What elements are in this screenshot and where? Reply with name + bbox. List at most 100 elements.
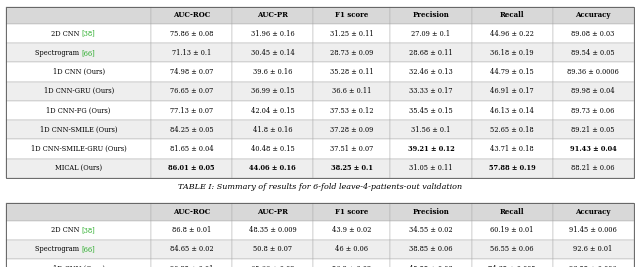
Bar — [6, 82, 151, 101]
Text: 30.45 ± 0.14: 30.45 ± 0.14 — [250, 49, 294, 57]
Bar — [6, 7, 634, 178]
Text: 89.08 ± 0.03: 89.08 ± 0.03 — [572, 30, 615, 38]
Bar — [6, 139, 151, 159]
Text: 91.43 ± 0.04: 91.43 ± 0.04 — [570, 145, 616, 153]
Bar — [151, 120, 232, 139]
Text: 48.35 ± 0.009: 48.35 ± 0.009 — [248, 226, 296, 234]
Bar — [552, 203, 634, 221]
Bar — [313, 139, 390, 159]
Bar — [151, 240, 232, 259]
Text: 43.9 ± 0.02: 43.9 ± 0.02 — [332, 226, 371, 234]
Text: TABLE I: Summary of results for 6-fold leave-4-patients-out validation: TABLE I: Summary of results for 6-fold l… — [178, 183, 462, 191]
Bar — [472, 82, 552, 101]
Text: 91.45 ± 0.006: 91.45 ± 0.006 — [569, 226, 617, 234]
Bar — [6, 203, 634, 267]
Bar — [232, 101, 313, 120]
Bar — [313, 120, 390, 139]
Bar — [313, 7, 390, 24]
Bar — [472, 221, 552, 240]
Bar — [313, 203, 390, 221]
Text: 56.2 ± 0.02: 56.2 ± 0.02 — [332, 265, 371, 267]
Bar — [151, 7, 232, 24]
Text: 42.04 ± 0.15: 42.04 ± 0.15 — [250, 107, 294, 115]
Bar — [390, 7, 472, 24]
Text: 1D CNN-FG (Ours): 1D CNN-FG (Ours) — [47, 107, 111, 115]
Text: 92.6 ± 0.01: 92.6 ± 0.01 — [573, 245, 612, 253]
Text: F1 score: F1 score — [335, 208, 369, 216]
Bar — [390, 159, 472, 178]
Text: [38]: [38] — [81, 30, 95, 38]
Bar — [552, 101, 634, 120]
Text: 46.91 ± 0.17: 46.91 ± 0.17 — [490, 87, 534, 95]
Text: [38]: [38] — [81, 226, 95, 234]
Text: 39.21 ± 0.12: 39.21 ± 0.12 — [408, 145, 454, 153]
Text: Precision: Precision — [413, 11, 449, 19]
Bar — [151, 203, 232, 221]
Bar — [232, 82, 313, 101]
Text: 35.28 ± 0.11: 35.28 ± 0.11 — [330, 68, 374, 76]
Bar — [390, 139, 472, 159]
Text: 89.98 ± 0.04: 89.98 ± 0.04 — [572, 87, 615, 95]
Bar — [232, 259, 313, 267]
Bar — [232, 7, 313, 24]
Bar — [6, 259, 151, 267]
Bar — [552, 43, 634, 62]
Bar — [552, 24, 634, 43]
Bar — [151, 82, 232, 101]
Text: 27.09 ± 0.1: 27.09 ± 0.1 — [412, 30, 451, 38]
Text: AUC-ROC: AUC-ROC — [173, 208, 210, 216]
Bar — [313, 240, 390, 259]
Bar — [313, 24, 390, 43]
Text: 32.46 ± 0.13: 32.46 ± 0.13 — [409, 68, 453, 76]
Bar — [151, 24, 232, 43]
Bar — [6, 7, 151, 24]
Text: 36.18 ± 0.19: 36.18 ± 0.19 — [490, 49, 534, 57]
Text: 36.99 ± 0.15: 36.99 ± 0.15 — [251, 87, 294, 95]
Text: 60.19 ± 0.01: 60.19 ± 0.01 — [490, 226, 534, 234]
Text: 86.8 ± 0.01: 86.8 ± 0.01 — [172, 226, 211, 234]
Text: Recall: Recall — [500, 11, 524, 19]
Text: 38.85 ± 0.06: 38.85 ± 0.06 — [409, 245, 452, 253]
Text: AUC-PR: AUC-PR — [257, 208, 288, 216]
Text: 89.73 ± 0.06: 89.73 ± 0.06 — [572, 107, 615, 115]
Bar — [232, 221, 313, 240]
Text: 44.06 ± 0.16: 44.06 ± 0.16 — [249, 164, 296, 172]
Bar — [390, 43, 472, 62]
Bar — [472, 120, 552, 139]
Bar — [232, 62, 313, 82]
Text: MICAL (Ours): MICAL (Ours) — [55, 164, 102, 172]
Bar — [552, 139, 634, 159]
Text: 46 ± 0.06: 46 ± 0.06 — [335, 245, 368, 253]
Text: Accuracy: Accuracy — [575, 208, 611, 216]
Bar — [390, 203, 472, 221]
Text: 40.48 ± 0.15: 40.48 ± 0.15 — [250, 145, 294, 153]
Text: 52.65 ± 0.18: 52.65 ± 0.18 — [490, 126, 534, 134]
Bar — [552, 82, 634, 101]
Bar — [390, 120, 472, 139]
Bar — [313, 62, 390, 82]
Text: 76.65 ± 0.07: 76.65 ± 0.07 — [170, 87, 213, 95]
Text: 31.05 ± 0.11: 31.05 ± 0.11 — [409, 164, 452, 172]
Text: Recall: Recall — [500, 208, 524, 216]
Text: 34.55 ± 0.02: 34.55 ± 0.02 — [409, 226, 453, 234]
Bar — [151, 221, 232, 240]
Text: 74.98 ± 0.07: 74.98 ± 0.07 — [170, 68, 213, 76]
Bar — [552, 120, 634, 139]
Text: 88.21 ± 0.06: 88.21 ± 0.06 — [572, 164, 615, 172]
Bar — [232, 139, 313, 159]
Text: 81.65 ± 0.04: 81.65 ± 0.04 — [170, 145, 213, 153]
Bar — [472, 159, 552, 178]
Bar — [390, 62, 472, 82]
Bar — [6, 159, 151, 178]
Bar — [552, 221, 634, 240]
Text: 90.85 ± 0.01: 90.85 ± 0.01 — [170, 265, 213, 267]
Bar — [313, 221, 390, 240]
Bar — [313, 259, 390, 267]
Text: 56.55 ± 0.06: 56.55 ± 0.06 — [490, 245, 534, 253]
Text: 50.8 ± 0.07: 50.8 ± 0.07 — [253, 245, 292, 253]
Bar — [6, 101, 151, 120]
Text: 36.6 ± 0.11: 36.6 ± 0.11 — [332, 87, 371, 95]
Text: 74.35 ± 0.005: 74.35 ± 0.005 — [488, 265, 536, 267]
Text: 71.13 ± 0.1: 71.13 ± 0.1 — [172, 49, 211, 57]
Text: 39.6 ± 0.16: 39.6 ± 0.16 — [253, 68, 292, 76]
